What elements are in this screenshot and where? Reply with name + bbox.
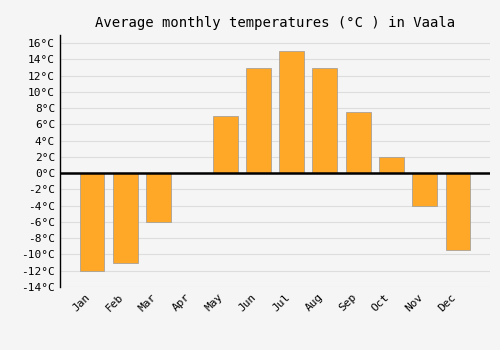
Bar bbox=[113, 173, 138, 262]
Bar bbox=[212, 116, 238, 173]
Bar bbox=[246, 68, 271, 173]
Bar bbox=[312, 68, 338, 173]
Bar bbox=[279, 51, 304, 173]
Bar bbox=[80, 173, 104, 271]
Bar bbox=[346, 112, 370, 173]
Title: Average monthly temperatures (°C ) in Vaala: Average monthly temperatures (°C ) in Va… bbox=[95, 16, 455, 30]
Bar bbox=[379, 157, 404, 173]
Bar bbox=[146, 173, 171, 222]
Bar bbox=[446, 173, 470, 250]
Bar bbox=[412, 173, 437, 206]
